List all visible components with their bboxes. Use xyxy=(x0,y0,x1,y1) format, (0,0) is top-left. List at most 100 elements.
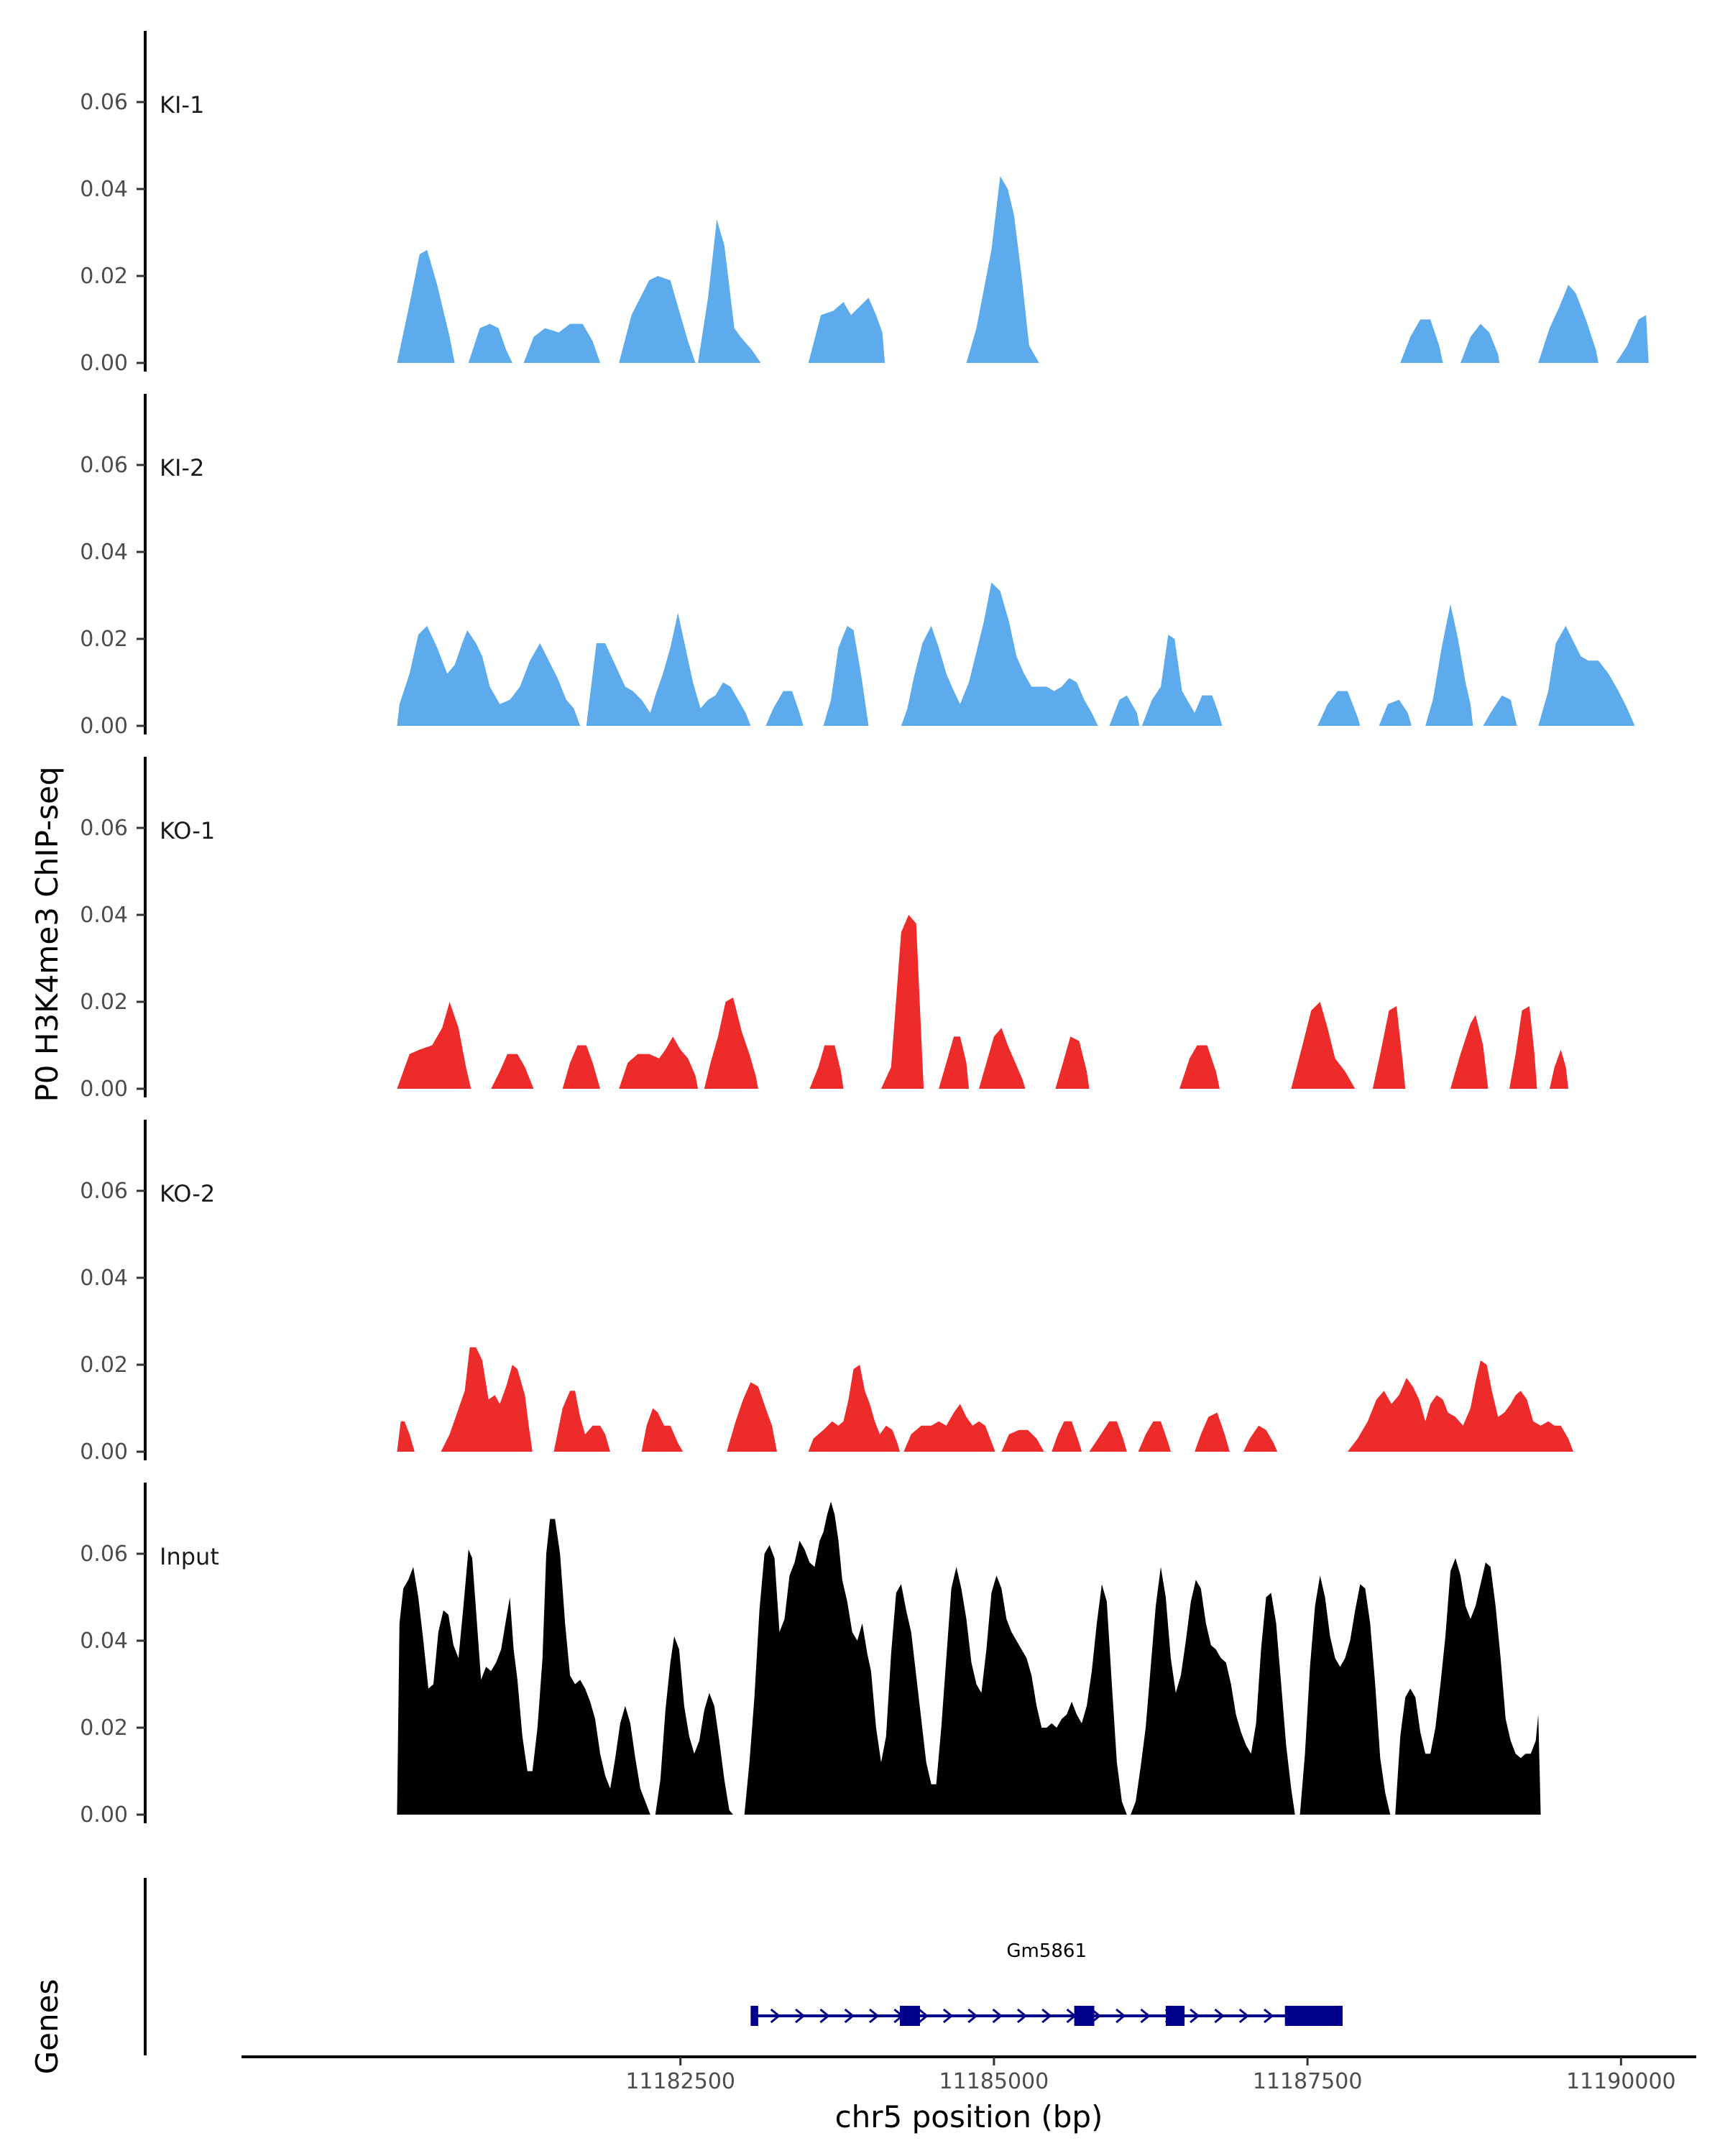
coverage-peak xyxy=(553,1391,610,1452)
strand-arrow-icon xyxy=(1190,2008,1200,2024)
coverage-peak xyxy=(1538,625,1635,726)
gene-exon xyxy=(750,2006,758,2026)
y-tick-label: 0.04 xyxy=(80,177,128,202)
y-tick-label: 0.02 xyxy=(80,990,128,1015)
coverage-peak xyxy=(1460,323,1500,363)
gene-exon xyxy=(1165,2006,1185,2026)
track-ki-2: 0.00 0.02 0.04 0.06 KI-2 xyxy=(80,394,1635,739)
track-ko-1: 0.00 0.02 0.04 0.06 KO-1 xyxy=(80,757,1568,1102)
track-label: KI-1 xyxy=(160,91,204,119)
coverage-peak xyxy=(809,1045,844,1089)
strand-arrow-icon xyxy=(942,2008,954,2024)
coverage-peak xyxy=(397,1002,472,1089)
coverage-peak xyxy=(397,1519,650,1815)
track-input: 0.00 0.02 0.04 0.06 Input xyxy=(80,1483,1541,1828)
strand-arrow-icon xyxy=(1116,2008,1126,2024)
gene-track: Gm5861 xyxy=(144,1878,1343,2055)
track-label: Input xyxy=(160,1543,219,1570)
track-ki-1: 0.00 0.02 0.04 0.06 KI-1 xyxy=(80,31,1649,376)
coverage-peak xyxy=(1052,1421,1082,1452)
x-axis: 11182500 11185000 11187500 11190000 xyxy=(242,2055,1696,2094)
strand-arrow-icon xyxy=(992,2008,1003,2024)
strand-arrow-icon xyxy=(967,2008,978,2024)
track-label: KI-2 xyxy=(160,454,204,482)
coverage-peak xyxy=(880,915,924,1089)
y-tick-label: 0.04 xyxy=(80,1628,128,1654)
x-tick-label: 11190000 xyxy=(1566,2069,1676,2094)
coverage-peak xyxy=(1483,695,1517,726)
coverage-peak xyxy=(744,1501,1127,1815)
coverage-peak xyxy=(491,1054,534,1089)
y-tick-label: 0.00 xyxy=(80,714,128,739)
coverage-peak xyxy=(1243,1425,1278,1452)
coverage-peak xyxy=(641,1408,684,1452)
coverage-peak xyxy=(808,298,886,363)
y-tick-label: 0.00 xyxy=(80,1802,128,1828)
y-tick-label: 0.06 xyxy=(80,1542,128,1567)
coverage-peak xyxy=(1509,1006,1537,1089)
x-tick-label: 11182500 xyxy=(625,2069,735,2094)
coverage-peak xyxy=(1538,285,1598,363)
coverage-peak xyxy=(1001,1429,1044,1452)
coverage-peak xyxy=(397,625,581,726)
coverage-peak xyxy=(704,998,758,1089)
strand-arrow-icon xyxy=(1041,2008,1052,2024)
coverage-peak xyxy=(562,1045,600,1089)
track-panels: 0.00 0.02 0.04 0.06 KI-1 0.00 0.02 0.04 0.06 KI-2… xyxy=(80,31,1649,1828)
coverage-peak xyxy=(1179,1045,1220,1089)
coverage-peak xyxy=(619,276,696,363)
coverage-peak xyxy=(1425,604,1473,726)
coverage-peak xyxy=(903,1404,995,1452)
coverage-peak xyxy=(1055,1036,1090,1089)
coverage-peak xyxy=(808,1365,900,1452)
coverage-peak xyxy=(966,175,1039,363)
strand-arrow-icon xyxy=(1140,2008,1151,2024)
coverage-peak xyxy=(1400,319,1443,363)
coverage-peak xyxy=(1141,635,1223,726)
y-tick-label: 0.02 xyxy=(80,264,128,289)
track-label: KO-2 xyxy=(160,1180,215,1207)
gene-exon xyxy=(1284,2006,1343,2026)
strand-arrow-icon xyxy=(1016,2008,1028,2024)
coverage-peak xyxy=(619,1036,699,1089)
y-tick-label: 0.02 xyxy=(80,627,128,652)
coverage-peak xyxy=(1089,1421,1127,1452)
coverage-peak xyxy=(979,1028,1026,1089)
coverage-peak xyxy=(1317,691,1361,726)
x-tick-label: 11187500 xyxy=(1253,2069,1363,2094)
gene-exon xyxy=(1074,2006,1095,2026)
coverage-peak xyxy=(1549,1049,1568,1089)
coverage-peak xyxy=(1109,695,1140,726)
y-tick-label: 0.06 xyxy=(80,816,128,841)
strand-arrow-icon xyxy=(1214,2008,1225,2024)
coverage-peak xyxy=(586,612,751,726)
coverage-peak xyxy=(698,219,761,363)
gene-name-label: Gm5861 xyxy=(1006,1940,1087,1962)
coverage-peak xyxy=(1195,1412,1230,1452)
x-axis-title: chr5 position (bp) xyxy=(835,2099,1103,2134)
coverage-peak xyxy=(523,323,600,363)
gene-exon xyxy=(900,2006,920,2026)
y-axis-title: P0 H3K4me3 ChIP-seq xyxy=(29,766,65,1102)
y-tick-label: 0.00 xyxy=(80,351,128,376)
coverage-peak xyxy=(1138,1421,1171,1452)
strand-arrow-icon xyxy=(1264,2008,1274,2024)
coverage-peak xyxy=(397,1421,415,1452)
y-tick-label: 0.04 xyxy=(80,1266,128,1291)
coverage-peak xyxy=(1379,699,1412,726)
x-tick-label: 11185000 xyxy=(939,2069,1049,2094)
strand-arrow-icon xyxy=(918,2008,929,2024)
strand-arrow-icon xyxy=(819,2008,830,2024)
coverage-peak xyxy=(1131,1567,1295,1815)
coverage-peak xyxy=(655,1636,733,1815)
coverage-peak xyxy=(727,1382,777,1452)
coverage-peak xyxy=(939,1036,969,1089)
coverage-peak xyxy=(1300,1575,1391,1815)
coverage-peak xyxy=(901,582,1098,726)
y-tick-label: 0.06 xyxy=(80,453,128,478)
y-tick-label: 0.04 xyxy=(80,540,128,565)
y-tick-label: 0.04 xyxy=(80,903,128,928)
coverage-peak xyxy=(1372,1006,1406,1089)
gene-track-title: Genes xyxy=(29,1979,65,2075)
